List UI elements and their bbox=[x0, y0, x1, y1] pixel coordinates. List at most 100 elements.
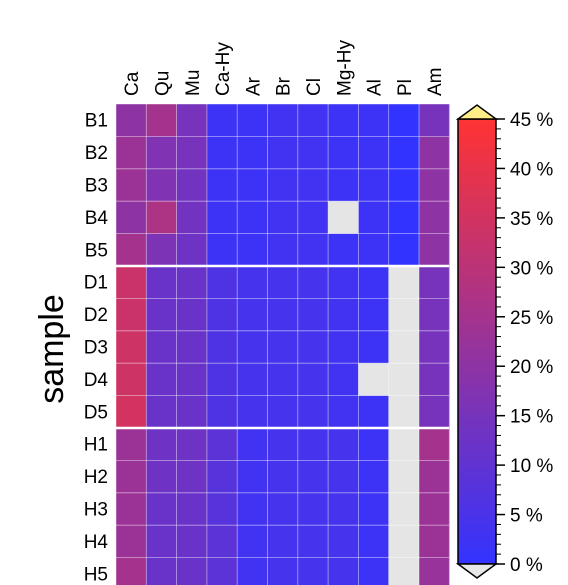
heatmap-cell-B4-Pl bbox=[388, 201, 420, 234]
heatmap-cell-D4-Ca bbox=[116, 363, 147, 396]
heatmap-cell-B2-Mg-Hy bbox=[328, 136, 359, 170]
heatmap-cell-D3-Br bbox=[267, 330, 299, 364]
heatmap-cell-D5-Ca bbox=[116, 395, 147, 429]
heatmap-cell-H4-Cl bbox=[297, 525, 329, 558]
heatmap-cell-D1-Cl bbox=[297, 266, 329, 299]
heatmap-cell-B2-Ar bbox=[237, 136, 268, 170]
heatmap-cell-D1-Ca bbox=[116, 266, 147, 299]
heatmap-cell-B1-Am bbox=[419, 104, 450, 137]
heatmap-cell-H1-Br bbox=[267, 428, 299, 461]
row-label: H5 bbox=[84, 564, 108, 585]
column-label: Am bbox=[425, 68, 446, 97]
heatmap-cell-H5-Cl bbox=[297, 557, 329, 585]
heatmap-cell-D2-Mg-Hy bbox=[328, 298, 359, 332]
heatmap-cell-B1-Mu bbox=[176, 104, 208, 137]
row-label: B1 bbox=[85, 111, 108, 132]
heatmap-cell-H4-Am bbox=[419, 525, 450, 558]
heatmap-cell-H3-Am bbox=[419, 492, 450, 526]
heatmap-cell-B1-Al bbox=[358, 104, 390, 137]
heatmap-cell-H5-Br bbox=[267, 557, 299, 585]
colorbar-tick-label: 5 % bbox=[510, 506, 543, 527]
heatmap-cell-B4-Ar bbox=[237, 201, 268, 234]
heatmap-cell-D4-Mg-Hy bbox=[328, 363, 359, 396]
heatmap-cell-D3-Ar bbox=[237, 330, 268, 364]
colorbar-tick-label: 0 % bbox=[510, 555, 543, 576]
row-label: D4 bbox=[84, 370, 109, 391]
heatmap-cell-H1-Ar bbox=[237, 428, 268, 461]
heatmap-cell-D3-Qu bbox=[146, 330, 177, 364]
colorbar-tick-label: 10 % bbox=[510, 456, 553, 477]
heatmap-cell-H4-Ca bbox=[116, 525, 147, 558]
column-labels: Ca Qu Mu Ca-Hy Ar Br Cl Mg-Hy Al Pl Am bbox=[122, 40, 446, 96]
heatmap-cell-B3-Al bbox=[358, 168, 390, 202]
heatmap-cell-B4-Mu bbox=[176, 201, 208, 234]
heatmap-cell-B5-Ca-Hy bbox=[206, 233, 238, 267]
heatmap-cell-H5-Al bbox=[358, 557, 390, 585]
heatmap-cell-D5-Am bbox=[419, 395, 450, 429]
heatmap-cell-D4-Ar bbox=[237, 363, 268, 396]
colorbar-tick-label: 20 % bbox=[510, 357, 553, 378]
column-label: Ar bbox=[243, 76, 264, 96]
heatmap-cell-H2-Pl bbox=[388, 460, 420, 494]
row-label: B5 bbox=[85, 240, 108, 261]
heatmap-cell-B3-Qu bbox=[146, 168, 177, 202]
heatmap-cell-H2-Mg-Hy bbox=[328, 460, 359, 494]
heatmap-cell-B3-Mu bbox=[176, 168, 208, 202]
heatmap-cell-D1-Mu bbox=[176, 266, 208, 299]
colorbar-under-triangle bbox=[455, 563, 499, 579]
row-label: B2 bbox=[85, 143, 108, 164]
colorbar-over-triangle bbox=[455, 104, 499, 120]
colorbar-tick-label: 45 % bbox=[510, 110, 553, 131]
heatmap-cell-H1-Pl bbox=[388, 428, 420, 461]
heatmap-cell-H3-Br bbox=[267, 492, 299, 526]
colorbar-gradient bbox=[457, 118, 497, 565]
heatmap-cell-B2-Ca-Hy bbox=[206, 136, 238, 170]
heatmap-cell-D4-Cl bbox=[297, 363, 329, 396]
colorbar-tick-label: 40 % bbox=[510, 159, 553, 180]
heatmap-cell-H3-Ar bbox=[237, 492, 268, 526]
colorbar-tick-label: 30 % bbox=[510, 258, 553, 279]
heatmap-cell-B3-Br bbox=[267, 168, 299, 202]
heatmap-cell-D5-Cl bbox=[297, 395, 329, 429]
heatmap-cell-B5-Pl bbox=[388, 233, 420, 267]
heatmap-cell-D5-Pl bbox=[388, 395, 420, 429]
heatmap-cell-D3-Am bbox=[419, 330, 450, 364]
heatmap-cell-D2-Qu bbox=[146, 298, 177, 332]
heatmap-cell-B3-Cl bbox=[297, 168, 329, 202]
heatmap-cell-B1-Cl bbox=[297, 104, 329, 137]
heatmap-cell-H4-Br bbox=[267, 525, 299, 558]
heatmap-cell-B4-Br bbox=[267, 201, 299, 234]
heatmap-cell-H5-Mg-Hy bbox=[328, 557, 359, 585]
heatmap-cell-D3-Ca bbox=[116, 330, 147, 364]
heatmap-cell-D4-Br bbox=[267, 363, 299, 396]
heatmap-cell-B3-Am bbox=[419, 168, 450, 202]
heatmap-cell-B5-Mu bbox=[176, 233, 208, 267]
heatmap-cell-B2-Br bbox=[267, 136, 299, 170]
heatmap-cell-B5-Am bbox=[419, 233, 450, 267]
heatmap-cell-B2-Am bbox=[419, 136, 450, 170]
heatmap-cell-H1-Qu bbox=[146, 428, 177, 461]
colorbar: 0 % 5 % 10 % 15 % 20 % 25 % 30 % 35 % 40 % 45 % bbox=[455, 104, 553, 579]
heatmap-cell-D1-Mg-Hy bbox=[328, 266, 359, 299]
heatmap-cell-B4-Cl bbox=[297, 201, 329, 234]
heatmap-cell-H4-Mu bbox=[176, 525, 208, 558]
heatmap-cell-D5-Qu bbox=[146, 395, 177, 429]
heatmap-cell-B4-Ca bbox=[116, 201, 147, 234]
heatmap-cell-D1-Ar bbox=[237, 266, 268, 299]
heatmap-cell-D3-Mg-Hy bbox=[328, 330, 359, 364]
heatmap-cell-B5-Cl bbox=[297, 233, 329, 267]
heatmap-cell-B5-Qu bbox=[146, 233, 177, 267]
heatmap-cell-H2-Ca bbox=[116, 460, 147, 494]
heatmap-cell-D4-Ca-Hy bbox=[206, 363, 238, 396]
row-label: H2 bbox=[84, 467, 108, 488]
heatmap-cell-H3-Ca bbox=[116, 492, 147, 526]
heatmap-cell-H1-Mg-Hy bbox=[328, 428, 359, 461]
heatmap-cell-B1-Mg-Hy bbox=[328, 104, 359, 137]
heatmap-cell-D5-Al bbox=[358, 395, 390, 429]
colorbar-tick-label: 35 % bbox=[510, 209, 553, 230]
row-label: D1 bbox=[84, 273, 108, 294]
heatmap-cell-H4-Pl bbox=[388, 525, 420, 558]
heatmap-cell-H3-Pl bbox=[388, 492, 420, 526]
heatmap-cell-B2-Qu bbox=[146, 136, 177, 170]
